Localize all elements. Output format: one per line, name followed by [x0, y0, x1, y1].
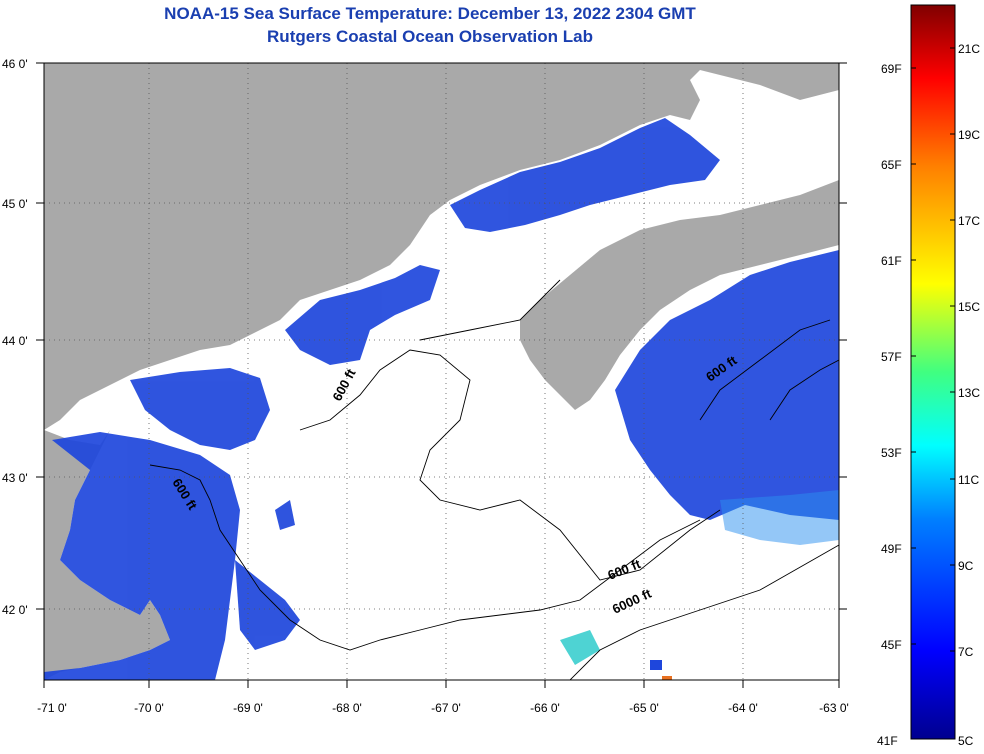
- colorbar-ticks: [911, 47, 955, 652]
- colorbar-c-label: 11C: [958, 473, 979, 487]
- colorbar-c-label: 13C: [958, 386, 980, 400]
- colorbar-f-label: 49F: [881, 542, 902, 556]
- sst-warm-patch-south: [560, 630, 600, 665]
- depth-contours: [149, 279, 839, 680]
- colorbar-c-label: 7C: [958, 645, 974, 659]
- map-title: NOAA-15 Sea Surface Temperature: Decembe…: [164, 4, 696, 23]
- lon-label: -71 0': [37, 701, 67, 715]
- colorbar: [910, 4, 956, 740]
- map-frame: [43, 62, 840, 681]
- lon-label: -65 0': [629, 701, 659, 715]
- land-massachusetts: [44, 430, 170, 680]
- map-subtitle: Rutgers Coastal Ocean Observation Lab: [267, 27, 593, 46]
- colorbar-f-label: 61F: [881, 254, 902, 268]
- colorbar-c-label: 9C: [958, 559, 974, 573]
- lat-label: 45 0': [2, 197, 28, 211]
- land-nova-scotia: [520, 180, 839, 410]
- lon-label: -66 0': [530, 701, 560, 715]
- colorbar-f-label: 41F: [877, 734, 898, 748]
- lon-label: -68 0': [332, 701, 362, 715]
- colorbar-c-label: 15C: [958, 300, 980, 314]
- lon-label: -63 0': [819, 701, 849, 715]
- lon-label: -67 0': [431, 701, 461, 715]
- lon-label: -70 0': [134, 701, 164, 715]
- lat-label: 46 0': [2, 57, 28, 71]
- lon-label: -64 0': [728, 701, 758, 715]
- colorbar-f-label: 65F: [881, 158, 902, 172]
- colorbar-f-label: 53F: [881, 446, 902, 460]
- lat-label: 44 0': [2, 334, 28, 348]
- lat-label: 43 0': [2, 471, 28, 485]
- colorbar-c-label: 19C: [958, 128, 980, 142]
- colorbar-c-label: 17C: [958, 214, 980, 228]
- land-mainland: [44, 63, 839, 430]
- colorbar-c-label: 21C: [958, 42, 980, 56]
- axis-ticks: [36, 62, 847, 688]
- sst-warm-spot: [662, 676, 672, 680]
- lat-label: 42 0': [2, 603, 28, 617]
- colorbar-c-label: 5C: [958, 734, 974, 748]
- sst-spot: [650, 660, 662, 670]
- colorbar-f-label: 69F: [881, 62, 902, 76]
- sst-warm-patch: [720, 490, 839, 545]
- colorbar-f-label: 45F: [881, 638, 902, 652]
- colorbar-f-label: 57F: [881, 350, 902, 364]
- lon-label: -69 0': [233, 701, 263, 715]
